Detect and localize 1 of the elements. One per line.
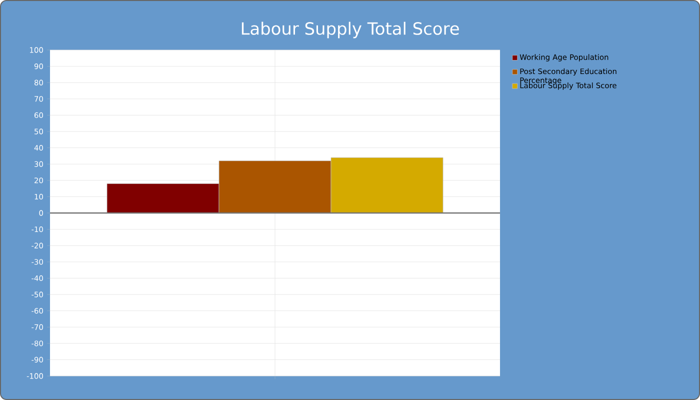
chart-title: Labour Supply Total Score (242, 22, 459, 38)
